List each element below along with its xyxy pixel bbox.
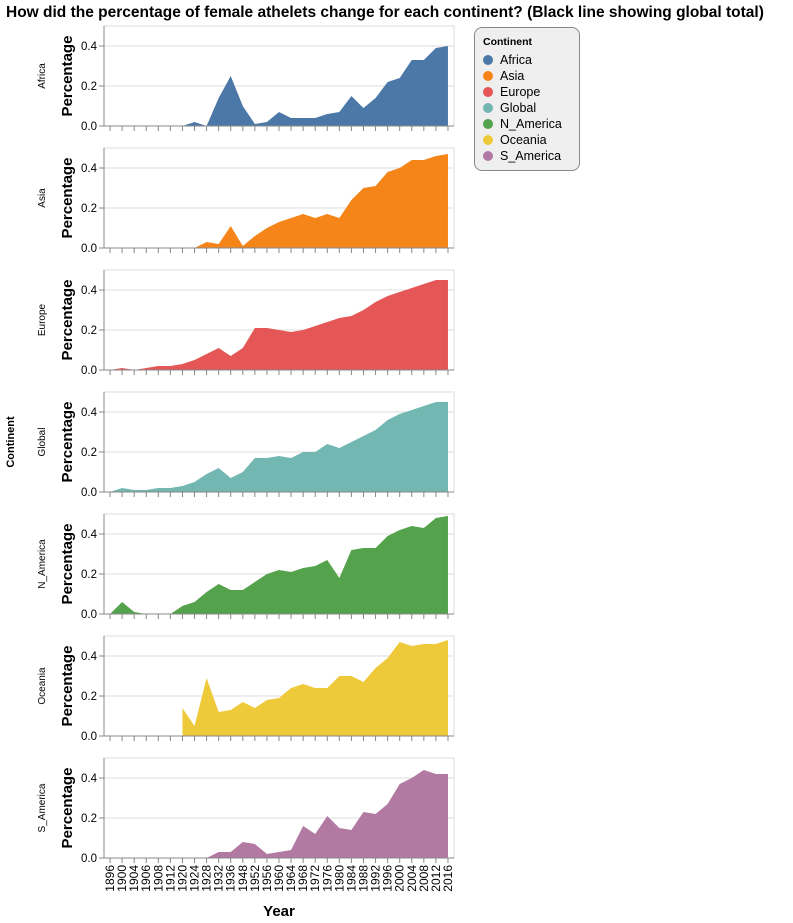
x-tick-label: 1952 <box>248 865 262 892</box>
area-asia <box>194 154 448 248</box>
legend-item: Asia <box>483 68 571 84</box>
x-tick-label: 1908 <box>151 865 165 892</box>
y-tick-label: 0.4 <box>81 163 98 175</box>
x-tick-label: 2012 <box>429 865 443 892</box>
facet-header: Africa <box>37 63 48 89</box>
legend-swatch <box>483 55 493 65</box>
legend-label: S_America <box>500 149 562 163</box>
y-tick-label: 0.2 <box>81 447 97 459</box>
y-axis-title: Percentage <box>59 646 76 727</box>
x-tick-label: 2004 <box>405 865 419 892</box>
chart-title: How did the percentage of female athelet… <box>6 4 764 21</box>
facet-header: Global <box>37 428 48 457</box>
area-global <box>110 402 448 492</box>
y-axis-title: Percentage <box>59 524 76 605</box>
x-tick-label: 1956 <box>260 865 274 892</box>
y-tick-label: 0.2 <box>81 325 97 337</box>
legend-swatch <box>483 87 493 97</box>
y-axis-title: Percentage <box>59 158 76 239</box>
x-tick-label: 1920 <box>175 865 189 892</box>
y-tick-label: 0.4 <box>81 285 98 297</box>
area-europe <box>110 280 448 370</box>
legend-item: Europe <box>483 84 571 100</box>
facet-header: S_America <box>37 783 48 832</box>
y-axis-title: Percentage <box>59 768 76 849</box>
area-n-america <box>110 516 448 614</box>
legend-label: Asia <box>500 69 525 83</box>
facet-header: Oceania <box>37 667 48 705</box>
x-tick-label: 1980 <box>332 865 346 892</box>
y-tick-label: 0.0 <box>81 609 97 621</box>
y-tick-label: 0.0 <box>81 243 97 255</box>
y-tick-label: 0.2 <box>81 569 97 581</box>
x-tick-label: 1976 <box>320 865 334 892</box>
x-tick-label: 1960 <box>272 865 286 892</box>
x-tick-label: 1928 <box>200 865 214 892</box>
legend-swatch <box>483 103 493 113</box>
y-tick-label: 0.0 <box>81 365 97 377</box>
legend-label: Africa <box>500 53 532 67</box>
facet-header: Europe <box>37 303 48 336</box>
legend-title: Continent <box>483 36 532 48</box>
y-axis-title: Percentage <box>59 402 76 483</box>
x-tick-label: 1936 <box>224 865 238 892</box>
y-tick-label: 0.2 <box>81 813 97 825</box>
facet-header: N_America <box>37 539 48 589</box>
x-tick-label: 1964 <box>284 865 298 892</box>
x-tick-label: 1896 <box>103 865 117 892</box>
legend-item: S_America <box>483 148 571 164</box>
legend-label: N_America <box>500 117 562 131</box>
y-tick-label: 0.0 <box>81 731 97 743</box>
y-tick-label: 0.2 <box>81 691 97 703</box>
x-tick-label: 1912 <box>163 865 177 892</box>
legend-items: Africa Asia Europe Global N_America Oceania S_… <box>483 52 571 164</box>
x-tick-label: 2000 <box>393 865 407 892</box>
y-tick-label: 0.0 <box>81 121 97 133</box>
x-axis-title: Year <box>263 903 295 920</box>
legend-label: Global <box>500 101 537 115</box>
legend-item: N_America <box>483 116 571 132</box>
legend-label: Oceania <box>500 133 547 147</box>
legend-swatch <box>483 151 493 161</box>
y-tick-label: 0.4 <box>81 773 98 785</box>
y-axis-title: Percentage <box>59 36 76 117</box>
y-tick-label: 0.2 <box>81 81 97 93</box>
y-tick-label: 0.4 <box>81 529 98 541</box>
legend: Continent Africa Asia Europe Global N_Americ… <box>474 27 580 171</box>
x-tick-label: 1924 <box>188 865 202 892</box>
x-tick-label: 2016 <box>441 865 455 892</box>
x-tick-label: 1948 <box>236 865 250 892</box>
legend-item: Oceania <box>483 132 571 148</box>
y-tick-label: 0.0 <box>81 487 97 499</box>
x-tick-label: 2008 <box>417 865 431 892</box>
x-tick-label: 1996 <box>381 865 395 892</box>
facet-header: Asia <box>37 188 48 208</box>
y-tick-label: 0.4 <box>81 41 98 53</box>
legend-swatch <box>483 135 493 145</box>
x-tick-label: 1906 <box>139 865 153 892</box>
legend-label: Europe <box>500 85 541 99</box>
x-tick-label: 1988 <box>356 865 370 892</box>
y-tick-label: 0.2 <box>81 203 97 215</box>
x-tick-label: 1984 <box>344 865 358 892</box>
y-axis-title: Percentage <box>59 280 76 361</box>
legend-item: Global <box>483 100 571 116</box>
x-tick-label: 1900 <box>115 865 129 892</box>
y-tick-label: 0.4 <box>81 651 98 663</box>
y-tick-label: 0.4 <box>81 407 98 419</box>
x-tick-label: 1972 <box>308 865 322 892</box>
x-tick-label: 1968 <box>296 865 310 892</box>
legend-swatch <box>483 119 493 129</box>
legend-swatch <box>483 71 493 81</box>
x-tick-label: 1992 <box>369 865 383 892</box>
legend-item: Africa <box>483 52 571 68</box>
area-africa <box>182 46 448 126</box>
area-oceania <box>182 640 448 736</box>
y-tick-label: 0.0 <box>81 853 97 865</box>
area-s-america <box>206 770 448 858</box>
x-tick-label: 1932 <box>212 865 226 892</box>
x-tick-label: 1904 <box>127 865 141 892</box>
row-title: Continent <box>5 416 17 468</box>
